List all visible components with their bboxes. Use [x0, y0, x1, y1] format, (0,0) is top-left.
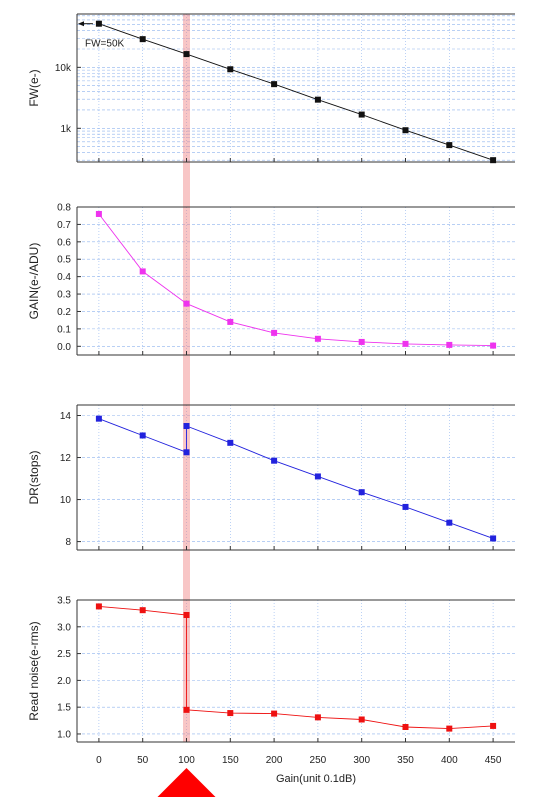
data-point	[314, 714, 321, 721]
y-axis-label: Read noise(e-rms)	[27, 621, 41, 720]
data-point	[402, 503, 409, 510]
data-point	[446, 341, 453, 348]
data-point	[227, 710, 234, 717]
x-tick-label: 200	[266, 755, 283, 766]
data-point	[490, 722, 497, 729]
data-point	[314, 96, 321, 103]
y-axis-label: GAIN(e-/ADU)	[27, 243, 41, 320]
x-tick-label: 50	[137, 755, 149, 766]
x-tick-label: 300	[353, 755, 370, 766]
data-point	[446, 519, 453, 526]
series-line	[98, 213, 494, 347]
y-tick-label: 10	[60, 495, 72, 506]
panel-1: 1k 10k FW(e-) FW=50K	[27, 13, 515, 164]
y-tick-label: 0.0	[57, 342, 71, 353]
data-point	[446, 142, 453, 149]
data-point	[314, 473, 321, 480]
data-point	[139, 268, 146, 275]
y-tick-label: 0.5	[57, 255, 71, 266]
grid-layer	[77, 14, 515, 742]
x-tick-label: 350	[397, 755, 414, 766]
y-tick-label: 0.4	[57, 272, 71, 283]
data-point	[139, 36, 146, 43]
data-point	[358, 489, 365, 496]
data-point	[358, 716, 365, 723]
y-tick-label: 0.1	[57, 324, 71, 335]
x-tick-label: 100	[178, 755, 195, 766]
y-tick-label: 0.2	[57, 307, 71, 318]
data-point	[139, 607, 146, 614]
annotation-label: FW=50K	[85, 39, 125, 50]
data-point	[183, 706, 190, 713]
y-tick-label: 1.5	[57, 703, 71, 714]
data-point	[314, 335, 321, 342]
data-point	[183, 300, 190, 307]
data-point	[227, 439, 234, 446]
y-tick-label: 0.3	[57, 290, 71, 301]
annotation-arrow-head	[78, 21, 84, 27]
data-point	[490, 157, 497, 164]
data-point	[227, 318, 234, 325]
panel-3: 8 10 12 14 DR(stops)	[27, 404, 515, 551]
data-point	[402, 723, 409, 730]
highlight-band	[183, 14, 190, 742]
data-point	[446, 725, 453, 732]
x-tick-label: 400	[441, 755, 458, 766]
y-tick-label: 0.8	[57, 203, 71, 214]
data-point	[95, 603, 102, 610]
data-point	[183, 51, 190, 58]
data-point	[227, 66, 234, 73]
x-tick-label: 150	[222, 755, 239, 766]
y-tick-label: 2.5	[57, 649, 71, 660]
data-point	[271, 457, 278, 464]
data-point	[358, 338, 365, 345]
data-point	[183, 612, 190, 619]
data-point	[402, 340, 409, 347]
x-tick-label: 250	[310, 755, 327, 766]
data-point	[183, 449, 190, 456]
y-tick-label: 10k	[55, 63, 72, 74]
y-tick-label: 1k	[60, 124, 72, 135]
data-point	[271, 710, 278, 717]
panels-layer: 1k10kFW(e-)FW=50K0.00.10.20.30.40.50.60.…	[27, 13, 515, 743]
data-point	[402, 127, 409, 134]
data-point	[183, 423, 190, 430]
x-tick-label: 450	[485, 755, 502, 766]
y-axis-label: DR(stops)	[27, 450, 41, 504]
data-point	[358, 111, 365, 118]
data-point	[271, 329, 278, 336]
series-line	[98, 23, 494, 161]
data-point	[490, 535, 497, 542]
y-axis-label: FW(e-)	[27, 69, 41, 106]
marker-triangle	[157, 768, 216, 797]
y-tick-label: 2.0	[57, 676, 71, 687]
y-tick-label: 1.0	[57, 729, 71, 740]
y-tick-label: 3.5	[57, 596, 71, 607]
y-tick-label: 0.7	[57, 220, 71, 231]
y-tick-label: 14	[60, 411, 72, 422]
data-point	[139, 432, 146, 439]
x-tick-label: 0	[96, 755, 102, 766]
y-tick-label: 3.0	[57, 622, 71, 633]
y-tick-label: 0.6	[57, 237, 71, 248]
data-point	[95, 210, 102, 217]
x-axis: Gain(unit 0.1dB) 0 50 100 150 200 250 300 350 40…	[96, 755, 502, 785]
y-tick-label: 8	[65, 537, 71, 548]
panel-4: 1.0 1.5 2.0 2.5 3.0 3.5 Read noise(e-rms)	[27, 596, 515, 743]
x-axis-label: Gain(unit 0.1dB)	[276, 773, 356, 785]
panel-2: 0.0 0.1 0.2 0.3 0.4 0.5 0.6 0.7 0.8 GAIN(e-/ADU)	[27, 203, 515, 356]
data-point	[95, 20, 102, 27]
data-point	[95, 415, 102, 422]
y-tick-label: 12	[60, 453, 72, 464]
data-point	[490, 342, 497, 349]
data-point	[271, 81, 278, 88]
